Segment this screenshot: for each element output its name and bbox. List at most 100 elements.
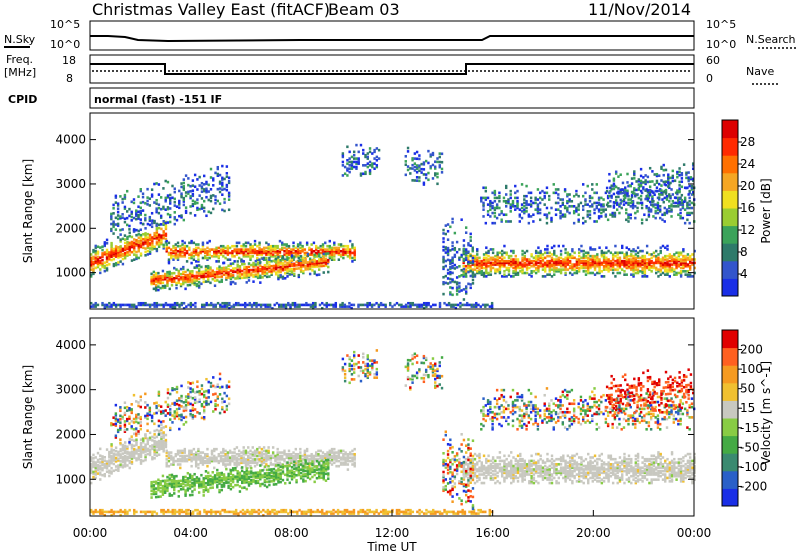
heatmap-cell <box>337 243 341 246</box>
heatmap-cell <box>205 189 208 192</box>
heatmap-cell <box>357 303 360 307</box>
heatmap-cell <box>137 213 140 217</box>
heatmap-cell <box>92 475 95 479</box>
heatmap-cell <box>155 236 159 239</box>
heatmap-cell <box>208 248 211 251</box>
heatmap-cell <box>564 263 567 266</box>
heatmap-cell <box>92 465 95 469</box>
heatmap-cell <box>261 257 264 261</box>
heatmap-cell <box>290 461 293 465</box>
heatmap-cell <box>281 257 285 260</box>
heatmap-cell <box>310 452 313 456</box>
heatmap-cell <box>157 443 161 446</box>
heatmap-cell <box>168 272 171 275</box>
heatmap-cell <box>167 303 170 307</box>
heatmap-cell <box>155 234 159 238</box>
heatmap-cell <box>181 248 184 251</box>
heatmap-cell <box>580 259 583 263</box>
heatmap-cell <box>220 266 224 270</box>
heatmap-cell <box>170 280 174 284</box>
heatmap-cell <box>593 201 596 205</box>
heatmap-cell <box>299 243 302 246</box>
heatmap-cell <box>185 454 189 458</box>
heatmap-cell <box>462 298 466 301</box>
heatmap-cell <box>112 454 116 457</box>
heatmap-cell <box>157 236 161 240</box>
heatmap-cell <box>648 264 651 268</box>
heatmap-cell <box>591 263 594 266</box>
heatmap-cell <box>415 170 419 174</box>
heatmap-cell <box>295 260 298 264</box>
heatmap-cell <box>575 264 579 268</box>
heatmap-cell <box>541 259 545 263</box>
heatmap-cell <box>146 222 150 226</box>
heatmap-cell <box>688 206 691 210</box>
heatmap-cell <box>285 251 288 255</box>
freq-label-line1: Freq. <box>6 53 33 66</box>
heatmap-cell <box>301 258 304 261</box>
heatmap-cell <box>302 270 305 273</box>
heatmap-cell <box>475 301 478 305</box>
heatmap-cell <box>294 459 298 463</box>
heatmap-cell <box>279 260 282 264</box>
heatmap-cell <box>130 259 134 262</box>
heatmap-cell <box>471 282 475 285</box>
heatmap-cell <box>502 213 506 217</box>
heatmap-cell <box>163 479 167 483</box>
heatmap-cell <box>485 271 488 275</box>
heatmap-cell <box>90 263 93 266</box>
heatmap-cell <box>584 263 588 266</box>
heatmap-cell <box>525 201 528 205</box>
heatmap-cell <box>240 248 243 251</box>
heatmap-cell <box>182 307 186 310</box>
heatmap-cell <box>231 458 234 461</box>
heatmap-cell <box>476 263 479 266</box>
heatmap-cell <box>245 274 248 277</box>
heatmap-cell <box>464 268 468 271</box>
freq-tick-bottom: 8 <box>66 72 73 85</box>
heatmap-cell <box>650 256 653 260</box>
heatmap-cell <box>352 150 356 154</box>
heatmap-cell <box>512 259 515 263</box>
heatmap-cell <box>116 207 120 211</box>
heatmap-cell <box>493 193 497 196</box>
heatmap-cell <box>550 259 554 263</box>
heatmap-cell <box>627 220 630 223</box>
heatmap-cell <box>94 462 97 466</box>
heatmap-cell <box>227 208 231 212</box>
heatmap-cell <box>319 248 322 251</box>
heatmap-cell <box>262 246 266 250</box>
heatmap-cell <box>559 259 563 263</box>
heatmap-cell <box>678 173 681 177</box>
heatmap-cell <box>144 434 147 438</box>
heatmap-cell <box>606 205 610 208</box>
heatmap-cell <box>602 268 606 271</box>
heatmap-cell <box>162 233 165 237</box>
heatmap-cell <box>490 305 494 308</box>
heatmap-cell <box>418 157 421 161</box>
heatmap-cell <box>186 275 190 279</box>
heatmap-cell <box>521 270 524 273</box>
heatmap-cell <box>559 270 563 273</box>
heatmap-cell <box>114 468 118 472</box>
heatmap-cell <box>281 268 285 272</box>
heatmap-cell <box>348 253 352 256</box>
heatmap-cell <box>114 216 118 220</box>
heatmap-cell <box>391 305 394 308</box>
heatmap-cell <box>496 254 499 258</box>
heatmap-cell <box>272 268 276 271</box>
heatmap-cell <box>150 489 153 493</box>
heatmap-cell <box>215 255 218 258</box>
heatmap-cell <box>341 152 345 155</box>
heatmap-cell <box>409 172 412 175</box>
colorbar-segment <box>722 208 738 227</box>
heatmap-cell <box>154 275 158 279</box>
heatmap-cell <box>163 482 167 486</box>
heatmap-cell <box>654 271 658 275</box>
heatmap-cell <box>303 452 307 456</box>
heatmap-cell <box>568 261 572 265</box>
heatmap-cell <box>292 258 295 261</box>
heatmap-cell <box>633 177 636 180</box>
heatmap-cell <box>201 256 205 260</box>
heatmap-cell <box>209 176 213 179</box>
